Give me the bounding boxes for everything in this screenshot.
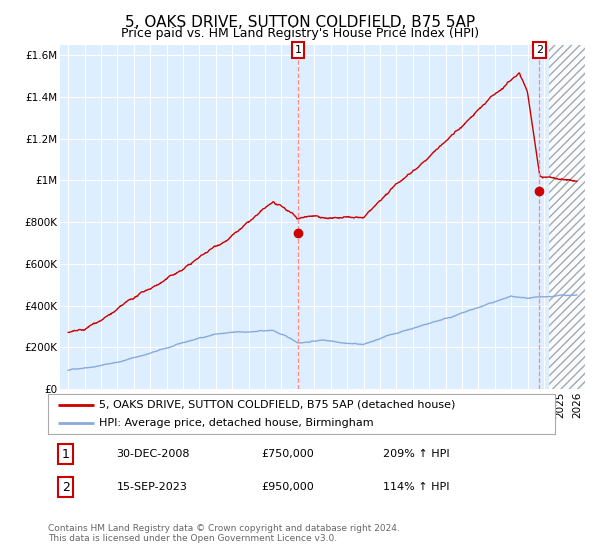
- Text: 5, OAKS DRIVE, SUTTON COLDFIELD, B75 5AP (detached house): 5, OAKS DRIVE, SUTTON COLDFIELD, B75 5AP…: [98, 400, 455, 409]
- Bar: [549, 34, 585, 389]
- Text: £750,000: £750,000: [261, 449, 314, 459]
- Text: 2: 2: [536, 45, 543, 55]
- Text: Contains HM Land Registry data © Crown copyright and database right 2024.
This d: Contains HM Land Registry data © Crown c…: [48, 524, 400, 543]
- Text: 209% ↑ HPI: 209% ↑ HPI: [383, 449, 449, 459]
- Text: 114% ↑ HPI: 114% ↑ HPI: [383, 482, 449, 492]
- Text: £950,000: £950,000: [261, 482, 314, 492]
- Text: Price paid vs. HM Land Registry's House Price Index (HPI): Price paid vs. HM Land Registry's House …: [121, 27, 479, 40]
- Text: 1: 1: [62, 447, 70, 461]
- Text: 1: 1: [295, 45, 301, 55]
- Text: 30-DEC-2008: 30-DEC-2008: [116, 449, 190, 459]
- Text: 5, OAKS DRIVE, SUTTON COLDFIELD, B75 5AP: 5, OAKS DRIVE, SUTTON COLDFIELD, B75 5AP: [125, 15, 475, 30]
- Text: 2: 2: [62, 480, 70, 494]
- Text: HPI: Average price, detached house, Birmingham: HPI: Average price, detached house, Birm…: [98, 418, 373, 428]
- Text: 15-SEP-2023: 15-SEP-2023: [116, 482, 187, 492]
